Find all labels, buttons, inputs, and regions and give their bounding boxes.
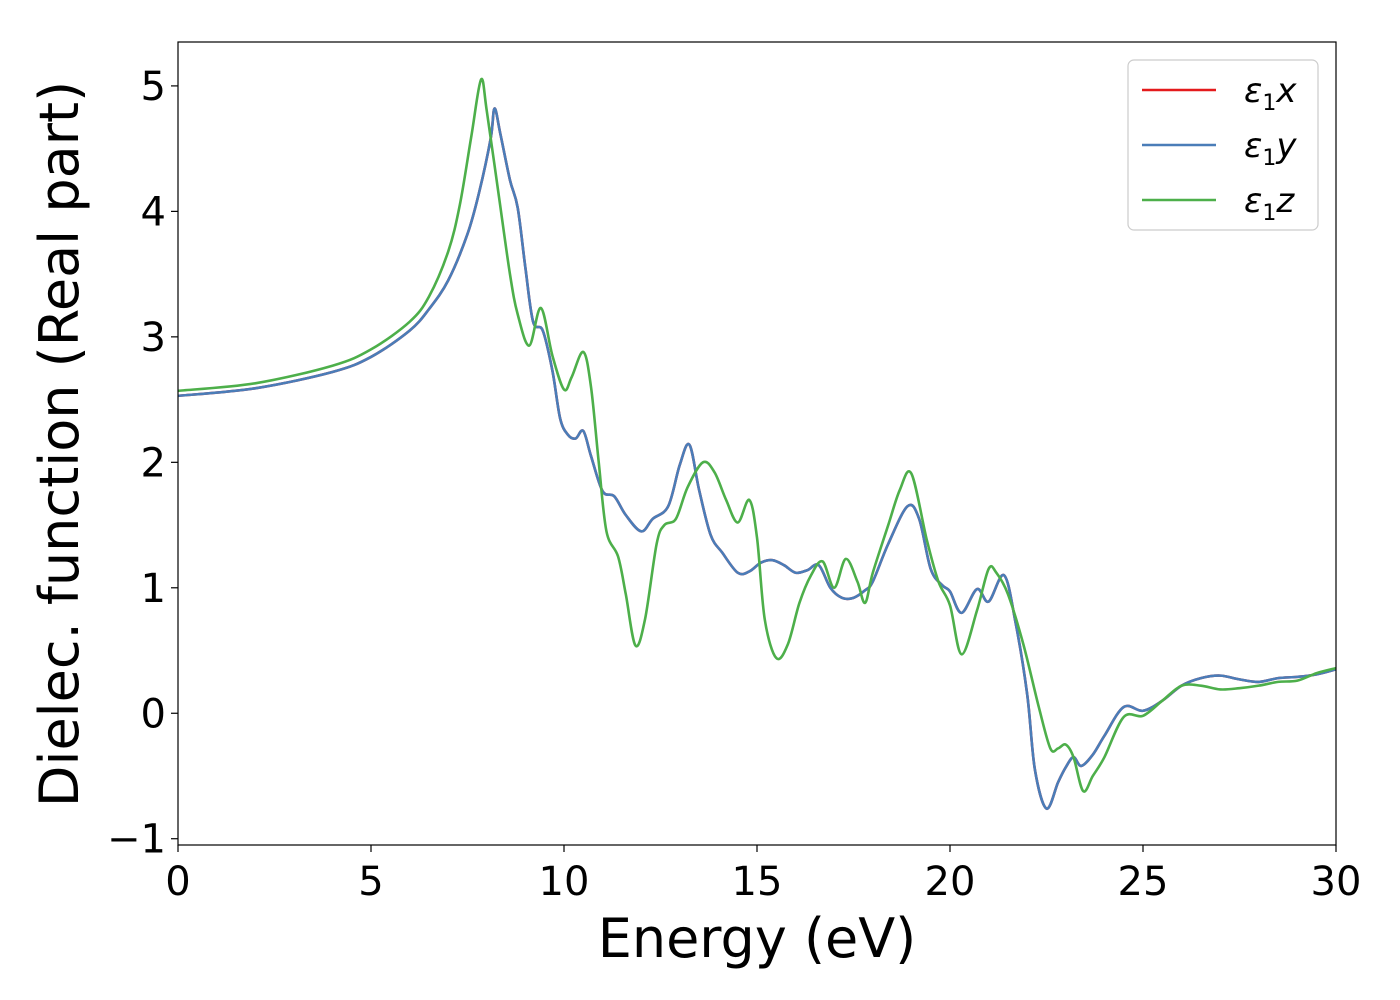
legend-subscript: 1	[1262, 146, 1276, 171]
legend-subscript: 1	[1262, 201, 1276, 226]
y-tick-label: 4	[141, 189, 166, 235]
legend-box	[1127, 59, 1319, 231]
x-axis-ticks: 0 5 10 15 20 25 30	[165, 845, 1361, 905]
y-tick-label: −1	[107, 817, 166, 863]
y-tick-label: 5	[141, 64, 166, 110]
series-layer	[178, 77, 1336, 810]
legend-component: y	[1275, 126, 1297, 166]
x-axis-title: Energy (eV)	[598, 907, 917, 970]
legend-symbol: ε	[1244, 71, 1262, 111]
legend-component: x	[1275, 71, 1297, 111]
series-line-z	[178, 77, 1336, 793]
x-tick-label: 25	[1118, 859, 1169, 905]
legend-label-z: ε1z	[1244, 181, 1295, 226]
x-tick-label: 10	[539, 859, 590, 905]
x-tick-label: 5	[358, 859, 383, 905]
y-tick-label: 2	[141, 440, 166, 486]
legend-symbol: ε	[1244, 181, 1262, 221]
y-axis-title: Dielec. function (Real part)	[28, 81, 91, 807]
x-tick-label: 30	[1311, 859, 1362, 905]
y-tick-label: 1	[141, 566, 166, 612]
legend-symbol: ε	[1244, 126, 1262, 166]
y-tick-label: 0	[141, 691, 166, 737]
x-tick-label: 15	[732, 859, 783, 905]
legend-subscript: 1	[1262, 91, 1276, 116]
legend-label-y: ε1y	[1244, 126, 1297, 171]
y-tick-label: 3	[141, 315, 166, 361]
series-line-y	[178, 107, 1336, 810]
x-tick-label: 20	[925, 859, 976, 905]
legend-component: z	[1275, 181, 1295, 221]
y-axis-ticks: −1 0 1 2 3 4 5	[107, 64, 178, 863]
x-tick-label: 0	[165, 859, 190, 905]
legend-label-x: ε1x	[1244, 71, 1297, 116]
